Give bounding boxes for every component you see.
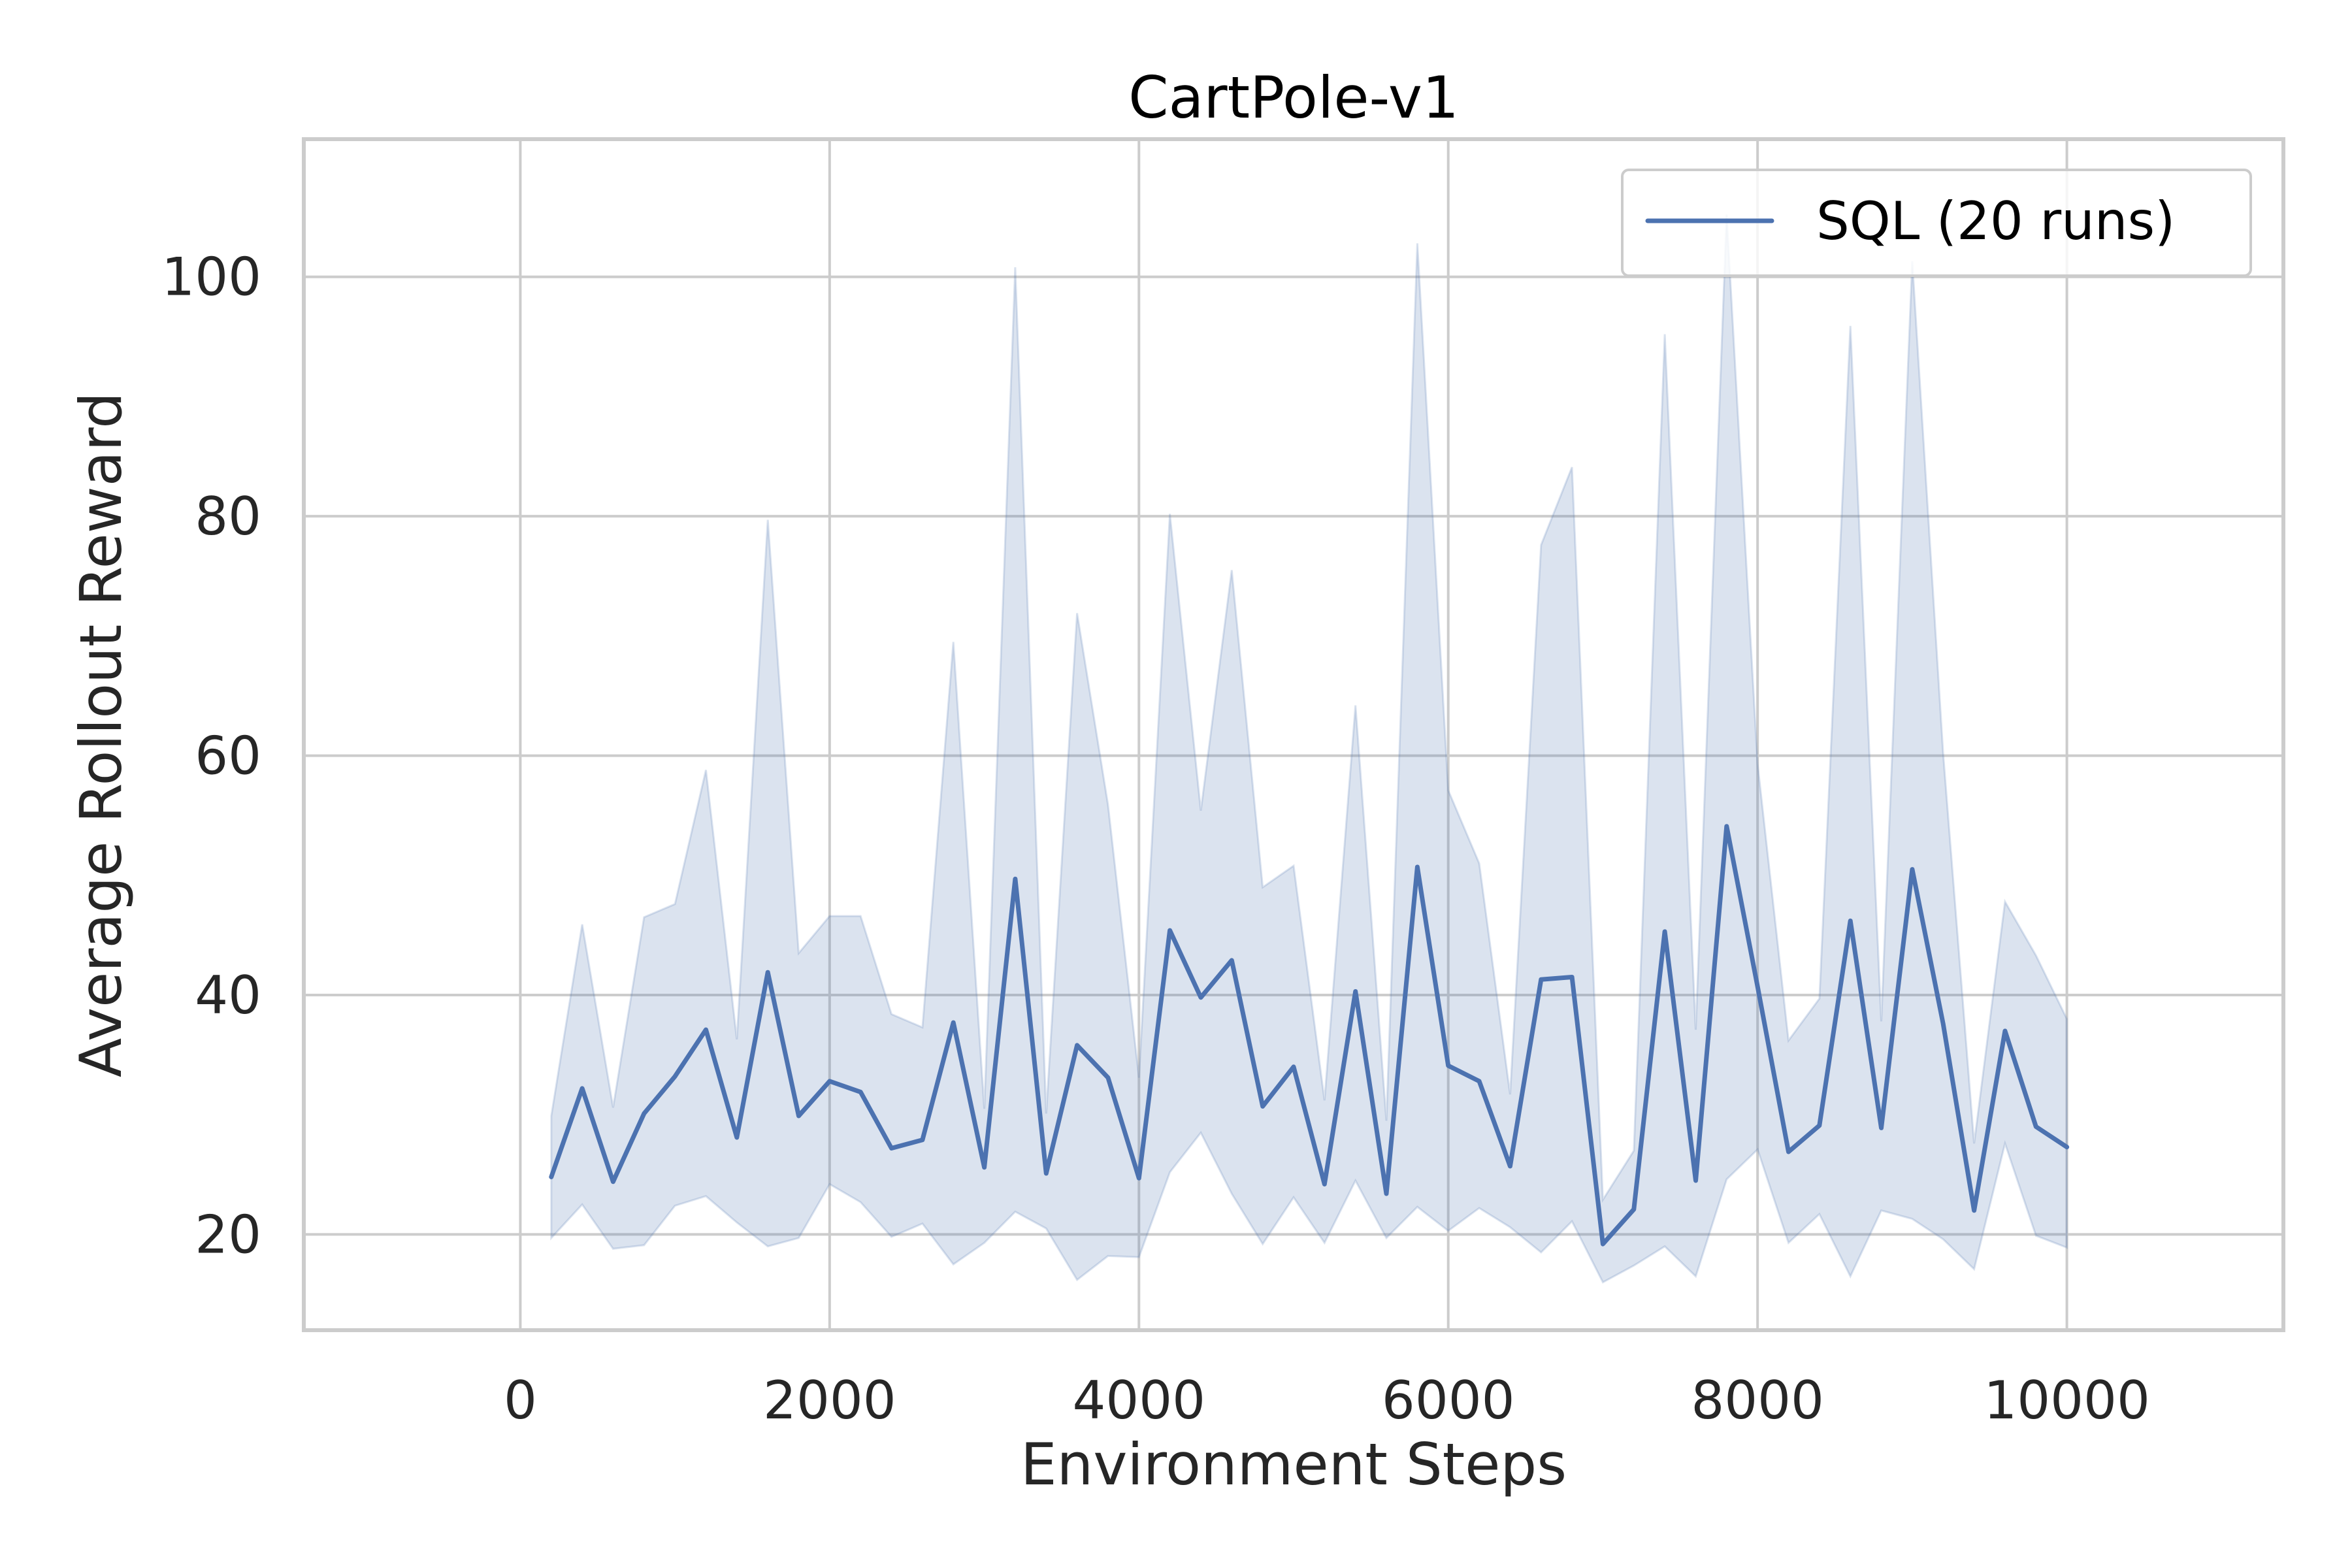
y-tick-label: 80 (195, 486, 261, 547)
series-line-layer (549, 824, 2070, 1247)
tick-labels: 0 2000 4000 6000 8000 10000 20 40 60 80 100 (161, 247, 2150, 1431)
legend: SQL (20 runs) (1621, 169, 2252, 277)
y-axis-label: Average Rollout Reward (67, 392, 135, 1077)
x-tick-label: 6000 (1382, 1370, 1515, 1431)
plot-frame (302, 137, 2285, 1332)
x-tick-label: 2000 (763, 1370, 896, 1431)
series-line-sql (549, 824, 2070, 1247)
legend-label: SQL (20 runs) (1816, 191, 2175, 252)
chart-title: CartPole-v1 (1128, 64, 1459, 131)
y-tick-label: 40 (195, 965, 261, 1026)
x-axis-label: Environment Steps (1021, 1431, 1567, 1498)
x-tick-label: 4000 (1072, 1370, 1205, 1431)
x-tick-label: 0 (504, 1370, 537, 1431)
confidence-band (550, 214, 2068, 1284)
y-tick-label: 100 (161, 247, 261, 308)
legend-box (1621, 169, 2252, 277)
y-tick-label: 60 (195, 726, 261, 787)
y-tick-label: 20 (195, 1204, 261, 1265)
x-tick-label: 8000 (1691, 1370, 1824, 1431)
x-tick-label: 10000 (1984, 1370, 2150, 1431)
confidence-band-layer (550, 214, 2068, 1284)
